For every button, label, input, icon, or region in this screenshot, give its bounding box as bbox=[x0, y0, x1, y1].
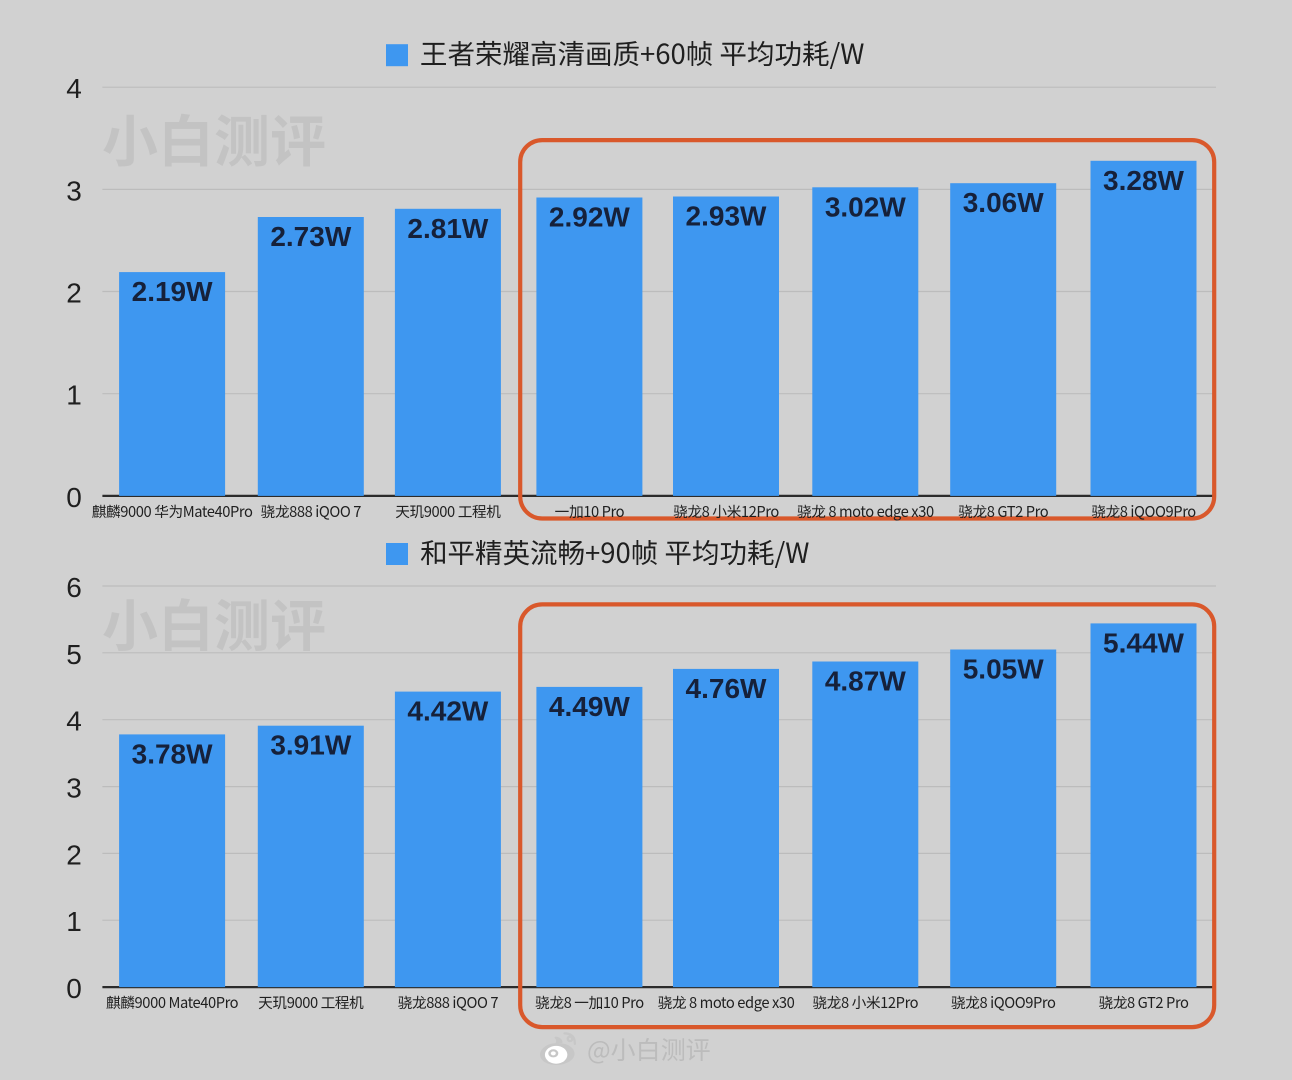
svg-text:麒麟9000 华为Mate40Pro: 麒麟9000 华为Mate40Pro bbox=[92, 501, 253, 522]
svg-text:4: 4 bbox=[66, 706, 82, 737]
svg-text:骁龙8 小米12Pro: 骁龙8 小米12Pro bbox=[812, 992, 918, 1013]
svg-text:骁龙8 iQOO9Pro: 骁龙8 iQOO9Pro bbox=[1091, 501, 1196, 522]
svg-text:骁龙888 iQOO 7: 骁龙888 iQOO 7 bbox=[398, 992, 499, 1013]
svg-text:3.02W: 3.02W bbox=[825, 191, 906, 222]
svg-text:3.06W: 3.06W bbox=[963, 187, 1044, 218]
svg-text:3.28W: 3.28W bbox=[1103, 165, 1184, 196]
svg-text:4.49W: 4.49W bbox=[549, 691, 630, 722]
svg-text:2.93W: 2.93W bbox=[686, 201, 767, 232]
svg-text:和平精英流畅+90帧 平均功耗/W: 和平精英流畅+90帧 平均功耗/W bbox=[420, 540, 809, 571]
svg-text:一加10 Pro: 一加10 Pro bbox=[555, 501, 625, 522]
svg-text:骁龙8 GT2 Pro: 骁龙8 GT2 Pro bbox=[1098, 992, 1189, 1013]
svg-text:3: 3 bbox=[66, 175, 82, 206]
svg-text:0: 0 bbox=[66, 482, 82, 513]
svg-text:小白测评: 小白测评 bbox=[102, 582, 326, 663]
svg-text:骁龙8 小米12Pro: 骁龙8 小米12Pro bbox=[673, 501, 779, 522]
svg-text:6: 6 bbox=[66, 572, 82, 603]
svg-text:骁龙 8 moto edge x30: 骁龙 8 moto edge x30 bbox=[658, 992, 795, 1013]
svg-text:4.87W: 4.87W bbox=[825, 666, 906, 697]
svg-text:小白测评: 小白测评 bbox=[102, 97, 326, 178]
svg-text:2.81W: 2.81W bbox=[407, 213, 488, 244]
svg-text:0: 0 bbox=[66, 973, 82, 1004]
svg-text:2.92W: 2.92W bbox=[549, 202, 630, 233]
svg-text:骁龙888 iQOO 7: 骁龙888 iQOO 7 bbox=[261, 501, 362, 522]
svg-text:1: 1 bbox=[66, 380, 82, 411]
svg-text:2.73W: 2.73W bbox=[270, 221, 351, 252]
svg-text:1: 1 bbox=[66, 906, 82, 937]
svg-text:2: 2 bbox=[66, 278, 82, 309]
svg-text:2: 2 bbox=[66, 839, 82, 870]
svg-text:麒麟9000 Mate40Pro: 麒麟9000 Mate40Pro bbox=[106, 992, 239, 1013]
svg-text:4: 4 bbox=[66, 73, 82, 104]
svg-text:骁龙8 GT2 Pro: 骁龙8 GT2 Pro bbox=[958, 501, 1049, 522]
svg-text:骁龙8 iQOO9Pro: 骁龙8 iQOO9Pro bbox=[951, 992, 1056, 1013]
svg-text:@小白测评: @小白测评 bbox=[587, 1031, 711, 1067]
svg-text:骁龙 8 moto edge x30: 骁龙 8 moto edge x30 bbox=[797, 501, 934, 522]
svg-text:3.78W: 3.78W bbox=[132, 738, 213, 769]
svg-text:5.05W: 5.05W bbox=[963, 654, 1044, 685]
svg-text:5: 5 bbox=[66, 639, 82, 670]
svg-text:2.19W: 2.19W bbox=[132, 276, 213, 307]
svg-text:4.42W: 4.42W bbox=[407, 696, 488, 727]
svg-text:天玑9000 工程机: 天玑9000 工程机 bbox=[395, 501, 501, 522]
svg-text:3.91W: 3.91W bbox=[270, 730, 351, 761]
svg-text:3: 3 bbox=[66, 773, 82, 804]
svg-text:5.44W: 5.44W bbox=[1103, 627, 1184, 658]
svg-text:骁龙8 一加10 Pro: 骁龙8 一加10 Pro bbox=[535, 992, 644, 1013]
svg-text:王者荣耀高清画质+60帧 平均功耗/W: 王者荣耀高清画质+60帧 平均功耗/W bbox=[420, 32, 864, 72]
svg-text:天玑9000 工程机: 天玑9000 工程机 bbox=[258, 992, 364, 1013]
svg-text:4.76W: 4.76W bbox=[686, 673, 767, 704]
